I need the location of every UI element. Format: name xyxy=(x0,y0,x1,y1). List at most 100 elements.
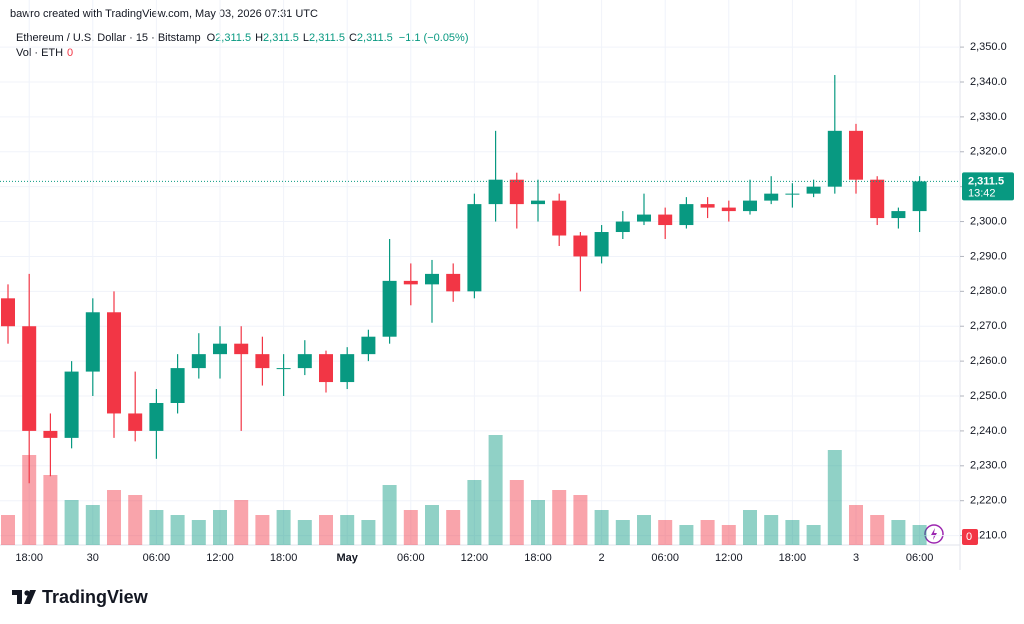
ohlc-value: 2,311.5 xyxy=(309,32,345,44)
y-tick-label: 2,230.0 xyxy=(970,460,1007,472)
grid xyxy=(0,0,960,545)
x-tick-label: 12:00 xyxy=(206,552,234,564)
symbol: Ethereum / U.S. Dollar · 15 · Bitstamp xyxy=(16,32,201,44)
volume-bar xyxy=(85,505,100,545)
volume-bar xyxy=(340,515,355,545)
y-tick-label: 2,250.0 xyxy=(970,390,1007,402)
volume-bar xyxy=(488,435,503,545)
candle-body xyxy=(276,368,291,370)
volume-bar xyxy=(64,500,79,545)
logo-icon xyxy=(12,590,36,604)
y-tick-label: 2,320.0 xyxy=(970,146,1007,158)
ohlc-key: L xyxy=(303,32,309,44)
y-tick-label: 2,350.0 xyxy=(970,41,1007,53)
candle-body xyxy=(679,204,694,226)
x-tick-label: 06:00 xyxy=(906,552,934,564)
candle-body xyxy=(213,343,227,355)
volume-bar xyxy=(891,520,906,545)
y-tick-label: 2,300.0 xyxy=(970,215,1007,227)
x-tick-label: 18:00 xyxy=(779,552,807,564)
candle-body xyxy=(743,200,757,212)
candle-body xyxy=(891,211,906,219)
volume-bar xyxy=(234,500,249,545)
candle-body xyxy=(594,232,609,257)
candle-body xyxy=(1,298,15,327)
candle-body xyxy=(234,343,249,355)
ohlc-key: O xyxy=(207,32,216,44)
candle-body xyxy=(255,354,270,369)
ohlc-key: H xyxy=(255,32,263,44)
volume-bar xyxy=(107,490,121,545)
candle-body xyxy=(107,312,121,414)
volume-axis-label: 0 xyxy=(966,531,972,543)
volume-bar xyxy=(531,500,545,545)
x-tick-label: 12:00 xyxy=(715,552,743,564)
volume-bar xyxy=(764,515,779,545)
x-tick-label: 06:00 xyxy=(143,552,171,564)
volume-bar xyxy=(446,510,461,545)
candle-body xyxy=(615,221,630,233)
candle-body xyxy=(785,193,800,195)
candle-body xyxy=(361,336,376,355)
candle-body xyxy=(170,368,185,403)
x-tick-label: 18:00 xyxy=(524,552,552,564)
volume-bar xyxy=(509,480,524,545)
volume-bar xyxy=(615,520,630,545)
volume-axis-box xyxy=(962,529,978,545)
volume-bar xyxy=(785,520,800,545)
candle-body xyxy=(425,273,439,285)
logo: TradingView xyxy=(12,587,149,607)
volume-bar xyxy=(255,515,270,545)
volume-bar xyxy=(149,510,164,545)
candle-body xyxy=(764,193,779,201)
candle-body xyxy=(806,186,821,194)
volume-bar xyxy=(170,515,185,545)
y-tick-label: 2,260.0 xyxy=(970,355,1007,367)
ohlc-key: C xyxy=(349,32,357,44)
candle-body xyxy=(637,214,651,222)
replay-button[interactable] xyxy=(924,524,944,544)
volume-bar xyxy=(22,455,37,545)
y-tick-label: 2,330.0 xyxy=(970,111,1007,123)
legend-header: Ethereum / U.S. Dollar · 15 · Bitstamp O… xyxy=(16,32,469,44)
candle-body xyxy=(319,354,333,383)
x-tick-label: 12:00 xyxy=(461,552,489,564)
volume-label: Vol · ETH xyxy=(16,47,63,59)
y-tick-label: 2,240.0 xyxy=(970,425,1007,437)
volume-bar xyxy=(319,515,333,545)
volume-bar xyxy=(827,450,842,545)
volume-bar xyxy=(43,475,58,545)
volume-bar xyxy=(743,510,757,545)
x-tick-label: 2 xyxy=(599,552,605,564)
candle-body xyxy=(467,204,482,292)
candle-body xyxy=(488,179,503,205)
candle-body xyxy=(827,130,842,187)
candle-body xyxy=(43,430,58,438)
volume-bar xyxy=(912,525,927,545)
volume-bar xyxy=(658,520,673,545)
volume-bar xyxy=(467,480,482,545)
volume-bar xyxy=(382,485,397,545)
candle-body xyxy=(149,402,164,431)
volume-value: 0 xyxy=(67,47,73,59)
candle-body xyxy=(700,204,715,208)
volume-bar xyxy=(870,515,885,545)
x-tick-label: 06:00 xyxy=(651,552,679,564)
candle-body xyxy=(531,200,545,205)
candle-body xyxy=(573,235,588,257)
last-price-label: 2,311.5 xyxy=(968,175,1004,187)
candle-body xyxy=(509,179,524,205)
volume-bar xyxy=(128,495,143,545)
logo-dot xyxy=(24,590,30,596)
volume-bar xyxy=(637,515,651,545)
volume-bar xyxy=(849,505,863,545)
ohlc-value: 2,311.5 xyxy=(263,32,299,44)
ohlc-value: 2,311.5 xyxy=(215,32,251,44)
countdown: 13:42 xyxy=(968,187,996,199)
candle-body xyxy=(22,326,37,431)
volume-bar xyxy=(594,510,609,545)
y-tick-label: 2,210.0 xyxy=(970,529,1007,541)
x-tick-label: 3 xyxy=(853,552,859,564)
volume-bar xyxy=(573,495,588,545)
candle-body xyxy=(340,354,355,383)
